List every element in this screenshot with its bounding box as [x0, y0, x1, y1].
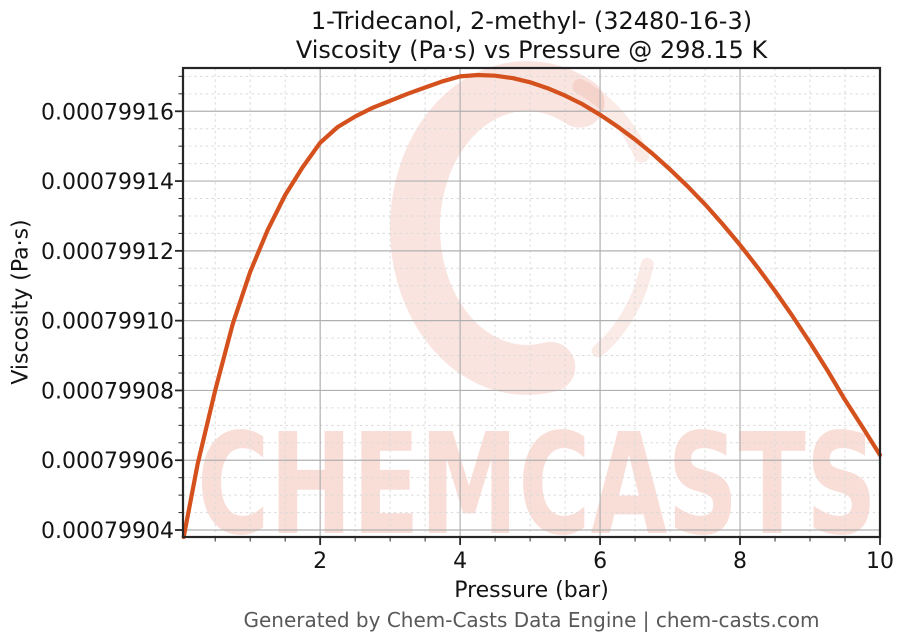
y-axis-label: Viscosity (Pa·s): [8, 219, 34, 385]
y-tick-label: 0.00079910: [41, 310, 174, 335]
x-tick-label: 2: [313, 549, 327, 574]
watermark-text: CHEMCASTS: [197, 404, 877, 567]
plot-spines: [181, 66, 882, 539]
x-axis-label: Pressure (bar): [454, 578, 609, 603]
x-tick-label: 6: [593, 549, 607, 574]
y-tick-label: 0.00079908: [41, 379, 174, 404]
chart-title-line2: Viscosity (Pa·s) vs Pressure @ 298.15 K: [295, 36, 768, 64]
viscosity-curve: [181, 72, 883, 540]
chemcasts-c-swirl-logo: [591, 257, 654, 358]
y-tick-label: 0.00079904: [41, 519, 174, 544]
x-tick-label: 4: [453, 549, 467, 574]
chemcasts-c-swirl-logo: [389, 60, 605, 395]
y-tick-label: 0.00079912: [41, 240, 174, 265]
footer-credit: Generated by Chem-Casts Data Engine | ch…: [243, 608, 820, 632]
x-tick-label: 8: [733, 549, 747, 574]
x-tick-label: 10: [866, 549, 894, 574]
y-tick-label: 0.00079916: [41, 100, 174, 125]
chart-title: 1-Tridecanol, 2-methyl- (32480-16-3) Vis…: [183, 7, 880, 65]
chart-title-line1: 1-Tridecanol, 2-methyl- (32480-16-3): [310, 7, 753, 35]
y-tick-label: 0.00079906: [41, 449, 174, 474]
y-tick-label: 0.00079914: [41, 170, 174, 195]
